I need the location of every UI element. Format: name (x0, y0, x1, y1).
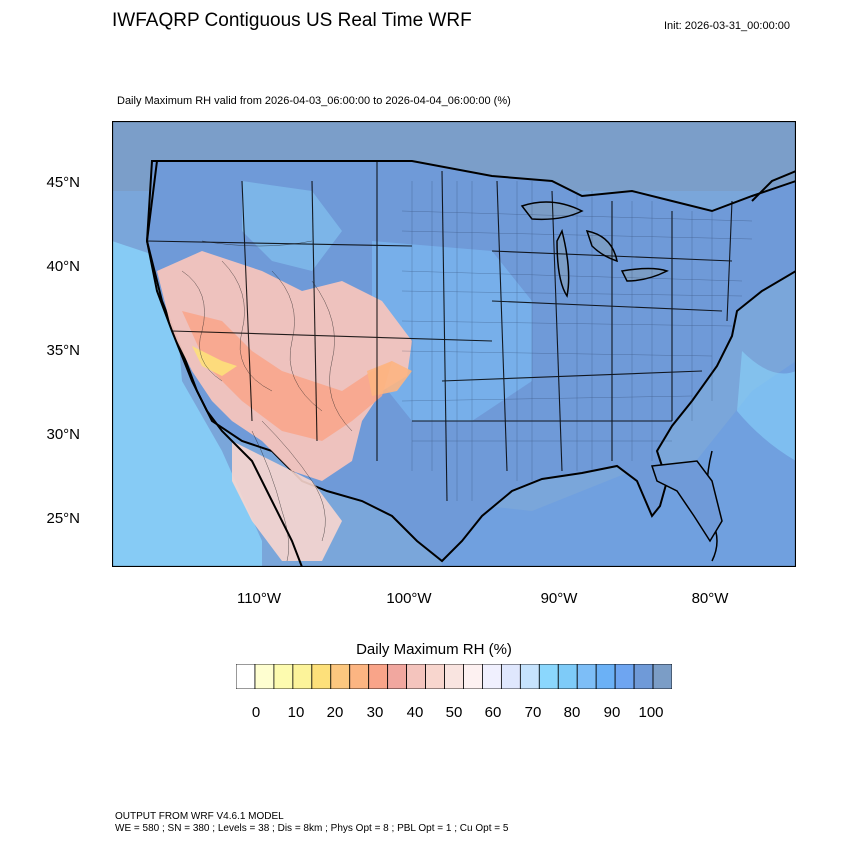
colorbar-tick: 30 (366, 704, 384, 721)
colorbar-swatch (482, 664, 502, 689)
lon-label-80: 80°W (691, 590, 729, 607)
colorbar-swatch (236, 664, 256, 689)
lat-label-25: 25°N (46, 510, 80, 527)
colorbar-swatch (406, 664, 426, 689)
plot-subtitle: Daily Maximum RH valid from 2026-04-03_0… (117, 95, 511, 107)
init-time: Init: 2026-03-31_00:00:00 (664, 20, 790, 32)
page-title: IWFAQRP Contiguous US Real Time WRF (112, 10, 472, 31)
lat-label-35: 35°N (46, 342, 80, 359)
colorbar-swatch (614, 664, 635, 689)
colorbar-swatch (538, 664, 559, 689)
model-info-line-2: WE = 580 ; SN = 380 ; Levels = 38 ; Dis … (115, 823, 509, 834)
colorbar-swatch (330, 664, 351, 689)
colorbar-swatch (387, 664, 408, 689)
lat-label-30: 30°N (46, 426, 80, 443)
colorbar-tick: 70 (524, 704, 542, 721)
colorbar-tick: 50 (445, 704, 463, 721)
terrain-contours (181, 240, 353, 562)
colorbar-swatch (576, 664, 597, 689)
colorbar-swatch (349, 664, 370, 689)
model-info-line-1: OUTPUT FROM WRF V4.6.1 MODEL (115, 811, 284, 822)
colorbar-swatch (444, 664, 464, 689)
colorbar-tick: 60 (484, 704, 502, 721)
colorbar-swatch (311, 664, 332, 689)
colorbar-swatch (368, 664, 389, 689)
colorbar-swatch (463, 664, 483, 689)
state-boundaries (146, 161, 733, 502)
colorbar-tick: 0 (251, 704, 261, 721)
colorbar-swatch (500, 664, 521, 689)
colorbar-title: Daily Maximum RH (%) (356, 641, 512, 658)
colorbar-tick: 40 (406, 704, 424, 721)
colorbar-swatch (595, 664, 616, 689)
colorbar-swatch (633, 664, 654, 689)
lon-label-100: 100°W (386, 590, 432, 607)
colorbar-swatch (273, 664, 294, 689)
colorbar-swatch (292, 664, 313, 689)
county-boundaries (401, 181, 753, 501)
colorbar-swatch (652, 664, 672, 689)
lat-label-40: 40°N (46, 258, 80, 275)
lon-label-110: 110°W (236, 590, 282, 607)
pacific-field (112, 241, 262, 567)
lon-label-90: 90°W (540, 590, 578, 607)
colorbar-tick: 100 (638, 704, 664, 721)
lat-label-45: 45°N (46, 174, 80, 191)
colorbar-swatch (254, 664, 275, 689)
map-border (112, 121, 796, 567)
colorbar-swatch (557, 664, 578, 689)
colorbar-swatch (519, 664, 540, 689)
colorbar-tick: 90 (603, 704, 621, 721)
colorbar-tick: 20 (326, 704, 344, 721)
colorbar-tick: 10 (287, 704, 305, 721)
colorbar (236, 664, 672, 689)
colorbar-swatch (425, 664, 445, 689)
colorbar-tick: 80 (563, 704, 581, 721)
rh-map (112, 121, 796, 567)
